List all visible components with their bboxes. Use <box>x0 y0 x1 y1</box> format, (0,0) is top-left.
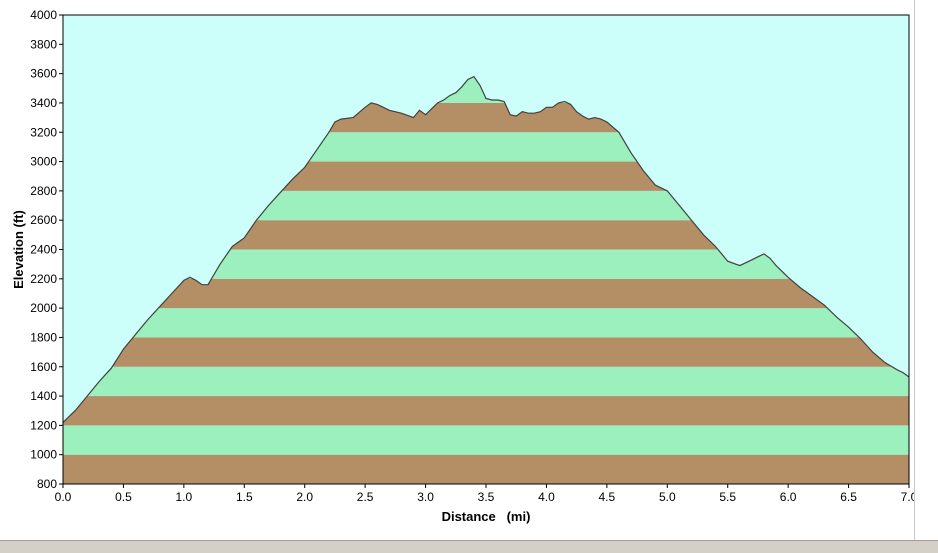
elevation-profile-line <box>62 75 910 423</box>
window-right-edge <box>914 0 938 540</box>
x-tick-label: 3.5 <box>478 490 495 504</box>
y-tick-label: 1800 <box>30 330 57 344</box>
elevation-band <box>63 278 909 309</box>
y-tick-label: 2800 <box>30 184 57 198</box>
y-tick-label: 3200 <box>30 125 57 139</box>
x-axis-label: Distance (mi) <box>442 509 531 524</box>
y-tick-label: 1400 <box>30 389 57 403</box>
y-tick-label: 1200 <box>30 418 57 432</box>
y-tick-label: 1600 <box>30 360 57 374</box>
x-tick-label: 6.0 <box>780 490 797 504</box>
elevation-band <box>63 396 909 426</box>
x-tick-label: 5.0 <box>659 490 676 504</box>
y-tick-label: 4000 <box>30 8 57 22</box>
elevation-band <box>63 308 909 338</box>
x-tick-label: 1.0 <box>176 490 193 504</box>
x-tick-label: 1.5 <box>236 490 253 504</box>
y-tick-label: 2600 <box>30 213 57 227</box>
x-tick-label: 7.0 <box>901 490 914 504</box>
x-tick-label: 5.5 <box>719 490 736 504</box>
window-scrollbar-bottom[interactable] <box>0 540 938 553</box>
y-tick-label: 2200 <box>30 272 57 286</box>
elevation-profile-chart: 0.0 0.5 1.0 1.5 2.0 2.5 3.0 3.5 4.0 4.5 5.0 5.5 6.0 6… <box>11 8 914 524</box>
elevation-band <box>63 337 909 367</box>
x-tick-label: 3.0 <box>417 490 434 504</box>
y-axis-label: Elevation (ft) <box>11 210 26 289</box>
x-tick-label: 6.5 <box>840 490 857 504</box>
x-tick-label: 2.5 <box>357 490 374 504</box>
x-tick-label: 4.5 <box>599 490 616 504</box>
y-tick-label: 800 <box>37 477 57 491</box>
elevation-band <box>63 366 909 397</box>
x-tick-label: 0.5 <box>115 490 132 504</box>
y-tick-label: 2000 <box>30 301 57 315</box>
x-tick-label: 0.0 <box>55 490 72 504</box>
y-tick-label: 3800 <box>30 37 57 51</box>
y-tick-label: 3000 <box>30 155 57 169</box>
elevation-band <box>63 425 909 455</box>
y-tick-label: 3400 <box>30 96 57 110</box>
y-tick-label: 3600 <box>30 67 57 81</box>
x-tick-label: 4.0 <box>538 490 555 504</box>
elevation-band <box>63 454 909 484</box>
y-tick-label: 2400 <box>30 243 57 257</box>
x-tick-label: 2.0 <box>296 490 313 504</box>
y-tick-label: 1000 <box>30 448 57 462</box>
